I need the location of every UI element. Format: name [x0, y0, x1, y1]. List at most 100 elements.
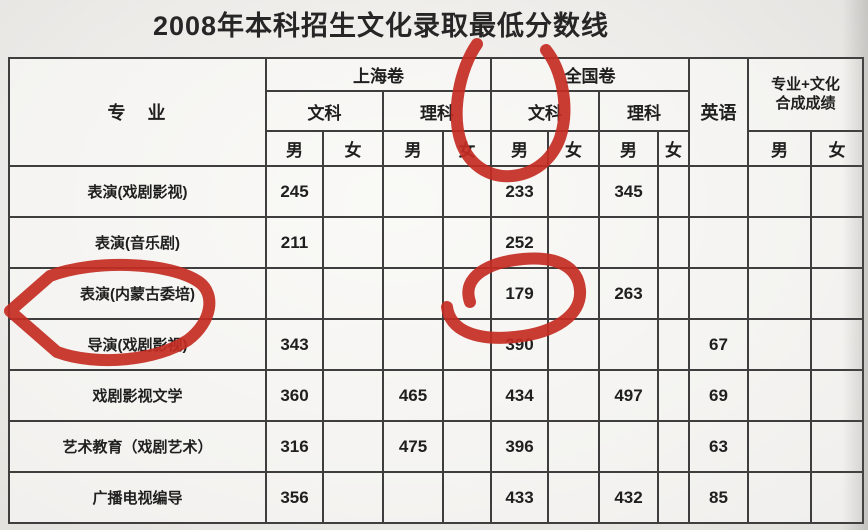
header-row-groups: 专 业 上海卷 全国卷 英语 专业+文化 合成成绩 — [8, 57, 865, 167]
score-cell — [442, 216, 492, 269]
score-cell — [382, 471, 444, 524]
score-cell — [322, 420, 384, 473]
score-cell: 245 — [265, 165, 324, 218]
score-cell — [382, 318, 444, 371]
score-cell — [657, 471, 690, 524]
score-cell: 85 — [688, 471, 749, 524]
score-cell — [657, 165, 690, 218]
score-cell — [442, 165, 492, 218]
score-cell — [688, 267, 749, 320]
score-cell: 434 — [490, 369, 549, 422]
national-liberal-arts-header: 文科 — [490, 90, 600, 132]
score-cell — [322, 165, 384, 218]
score-cell — [657, 216, 690, 269]
score-cell — [547, 471, 600, 524]
score-cell — [809, 165, 865, 218]
national-paper-header: 全国卷 — [490, 57, 690, 92]
admission-score-table: 专 业 上海卷 全国卷 英语 专业+文化 合成成绩 文科 理科 文科 理科 男 … — [8, 57, 865, 524]
score-cell — [322, 216, 384, 269]
score-cell: 263 — [598, 267, 659, 320]
score-cell — [747, 471, 812, 524]
score-cell: 63 — [688, 420, 749, 473]
major-cell: 表演(内蒙古委培) — [8, 267, 267, 320]
score-cell — [598, 420, 659, 473]
score-cell: 497 — [598, 369, 659, 422]
score-cell: 356 — [265, 471, 324, 524]
score-cell: 390 — [490, 318, 549, 371]
score-cell: 343 — [265, 318, 324, 371]
score-cell — [265, 267, 324, 320]
score-cell — [382, 216, 444, 269]
score-cell: 433 — [490, 471, 549, 524]
major-cell: 戏剧影视文学 — [8, 369, 267, 422]
score-cell: 432 — [598, 471, 659, 524]
score-cell — [322, 471, 384, 524]
score-cell — [809, 369, 865, 422]
score-cell — [442, 369, 492, 422]
shanghai-science-header: 理科 — [382, 90, 492, 132]
composite-score-header: 专业+文化 合成成绩 — [746, 57, 865, 132]
score-cell: 475 — [382, 420, 444, 473]
gender-header-male: 男 — [265, 130, 324, 167]
score-cell — [547, 267, 600, 320]
score-cell — [657, 420, 690, 473]
score-cell — [657, 369, 690, 422]
score-cell: 233 — [490, 165, 549, 218]
score-cell — [382, 267, 444, 320]
score-cell — [547, 420, 600, 473]
table-row: 导演(戏剧影视) 343 390 67 — [8, 318, 865, 371]
score-cell — [747, 318, 812, 371]
gender-header-female: 女 — [322, 130, 384, 167]
table-row: 表演(内蒙古委培) 179 263 — [8, 267, 865, 320]
gender-header-male: 男 — [382, 130, 444, 167]
shanghai-liberal-arts-header: 文科 — [265, 90, 384, 132]
score-cell — [747, 216, 812, 269]
score-cell — [442, 471, 492, 524]
major-cell: 艺术教育（戏剧艺术） — [8, 420, 267, 473]
score-cell — [547, 369, 600, 422]
gender-header-female: 女 — [809, 130, 865, 167]
gender-header-male: 男 — [747, 130, 812, 167]
score-cell — [809, 420, 865, 473]
score-cell: 67 — [688, 318, 749, 371]
score-cell — [547, 216, 600, 269]
gender-header-male: 男 — [490, 130, 549, 167]
page-title: 2008年本科招生文化录取最低分数线 — [152, 11, 610, 41]
score-cell — [809, 318, 865, 371]
score-cell — [547, 165, 600, 218]
score-cell: 316 — [265, 420, 324, 473]
score-cell — [809, 216, 865, 269]
score-cell — [657, 267, 690, 320]
major-cell: 广播电视编导 — [8, 471, 267, 524]
english-column-header: 英语 — [688, 57, 749, 167]
gender-header-female: 女 — [547, 130, 600, 167]
score-cell — [747, 165, 812, 218]
score-cell — [809, 471, 865, 524]
major-cell: 表演(音乐剧) — [8, 216, 267, 269]
score-cell: 465 — [382, 369, 444, 422]
score-cell: 179 — [490, 267, 549, 320]
score-cell — [382, 165, 444, 218]
score-cell — [442, 318, 492, 371]
table-row: 表演(戏剧影视) 245 233 345 — [8, 165, 865, 218]
score-cell — [598, 216, 659, 269]
score-cell — [547, 318, 600, 371]
score-cell — [747, 420, 812, 473]
score-cell — [442, 267, 492, 320]
table-row: 表演(音乐剧) 211 252 — [8, 216, 865, 269]
score-cell: 360 — [265, 369, 324, 422]
gender-header-male: 男 — [598, 130, 659, 167]
gender-header-female: 女 — [442, 130, 492, 167]
table-row: 广播电视编导 356 433 432 85 — [8, 471, 865, 524]
major-cell: 导演(戏剧影视) — [8, 318, 267, 371]
score-cell: 345 — [598, 165, 659, 218]
score-cell — [598, 318, 659, 371]
score-cell — [688, 165, 749, 218]
table-row: 艺术教育（戏剧艺术） 316 475 396 63 — [8, 420, 865, 473]
score-cell — [747, 267, 812, 320]
score-cell: 211 — [265, 216, 324, 269]
composite-score-header-line1: 专业+文化 — [771, 75, 840, 93]
score-cell: 396 — [490, 420, 549, 473]
score-cell — [442, 420, 492, 473]
